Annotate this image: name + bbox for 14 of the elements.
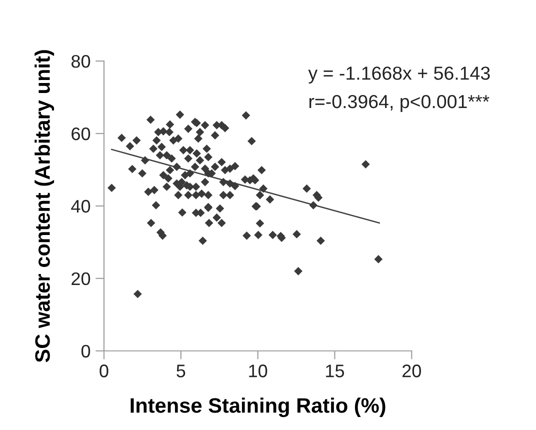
y-axis-title: SC water content (Arbitary unit) (34, 50, 54, 362)
y-tick-label: 0 (81, 344, 90, 358)
x-tick-label: 5 (176, 364, 186, 378)
x-axis-title: Intense Staining Ratio (%) (130, 398, 386, 418)
x-tick-label: 0 (100, 364, 108, 378)
x-tick-label: 15 (326, 364, 344, 378)
annotation: r=-0.3964, p<0.001*** (309, 94, 490, 112)
y-tick-label: 80 (71, 54, 90, 68)
x-tick-label: 20 (402, 364, 421, 378)
y-tick-label: 40 (71, 200, 90, 213)
annotation: y = -1.1668x + 56.143 (308, 66, 490, 84)
y-tick-label: 20 (72, 272, 90, 286)
x-tick-label: 10 (249, 364, 268, 378)
y-tick-label: 60 (72, 127, 90, 140)
